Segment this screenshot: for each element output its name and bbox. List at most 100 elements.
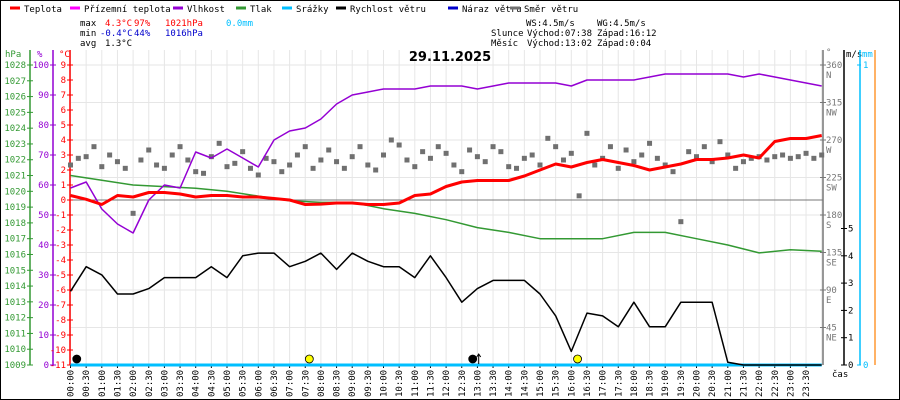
x-tick-label: 01:00 <box>98 370 108 397</box>
x-tick-label: 07:30 <box>301 370 311 397</box>
x-tick-label: 21:30 <box>739 370 749 397</box>
wind-direction-point <box>467 147 473 153</box>
x-tick-label: 23:30 <box>802 370 812 397</box>
wind-direction-point <box>263 155 269 161</box>
wind-direction-point <box>302 144 308 150</box>
temperature-tick-label: 9 <box>61 61 66 71</box>
direction-compass-label: SW <box>826 184 837 194</box>
pressure-tick-label: 1026 <box>4 93 26 103</box>
temperature-tick-label: -8 <box>55 316 66 326</box>
moon-set-marker <box>72 354 82 364</box>
wind-direction-point <box>75 155 81 161</box>
wind-direction-point <box>631 159 637 165</box>
wind-direction-point <box>670 169 676 175</box>
wind-direction-point <box>607 144 613 150</box>
x-tick-label: 10:30 <box>395 370 405 397</box>
wind-direction-point <box>279 169 285 175</box>
direction-compass-label: W <box>826 146 832 156</box>
teplota-line <box>70 134 822 206</box>
wind-direction-point <box>373 167 379 173</box>
wind-direction-point <box>240 149 246 155</box>
max-humidity: 97% <box>134 19 151 29</box>
wind-direction-point <box>576 193 582 199</box>
wind-direction-point <box>725 152 731 158</box>
x-tick-label: 17:30 <box>614 370 624 397</box>
wind-direction-point <box>560 157 566 163</box>
direction-tick-label: 135 <box>826 249 842 259</box>
temperature-tick-label: 8 <box>61 76 66 86</box>
wind-direction-point <box>459 169 465 175</box>
wind-direction-point <box>435 144 441 150</box>
direction-tick-label: 225 <box>826 174 842 184</box>
wind-direction-point <box>68 162 73 168</box>
legend-label: Teplota <box>24 5 62 15</box>
x-tick-label: 22:00 <box>755 370 765 397</box>
sun-rise-marker <box>304 354 314 364</box>
pressure-tick-label: 1019 <box>4 203 26 213</box>
humidity-tick-label: 0 <box>44 361 49 371</box>
x-tick-label: 13:00 <box>473 370 483 397</box>
temperature-tick-label: 6 <box>61 106 66 116</box>
temperature-tick-label: 7 <box>61 91 66 101</box>
temperature-tick-label: 4 <box>61 136 66 146</box>
wind-direction-point <box>615 165 621 171</box>
sunset: Západ:16:12 <box>597 29 657 39</box>
min-humidity: 44% <box>134 29 151 39</box>
legend-label: Vlhkost <box>187 5 225 15</box>
moonrise-arrow-icon <box>476 353 482 358</box>
pressure-tick-label: 1009 <box>4 361 26 371</box>
wind-direction-point <box>537 162 543 168</box>
humidity-tick-label: 80 <box>38 121 49 131</box>
wind-tick-label: 0 <box>848 361 853 371</box>
pressure-tick-label: 1010 <box>4 345 26 355</box>
x-tick-label: 00:00 <box>67 370 77 397</box>
legend-label: Přízemní teplota <box>84 5 171 15</box>
pressure-tick-label: 1025 <box>4 108 26 118</box>
pressure-tick-label: 1028 <box>4 61 26 71</box>
x-axis-label: čas <box>832 369 848 380</box>
wind-direction-point <box>740 159 746 165</box>
wind-direction-point <box>326 147 332 153</box>
wind-unit: m/s <box>846 50 862 60</box>
pressure-tick-label: 1021 <box>4 172 26 182</box>
wind-direction-point <box>271 159 277 165</box>
pressure-tick-label: 1020 <box>4 187 26 197</box>
direction-tick-label: 180 <box>826 211 842 221</box>
moon-rise-marker <box>468 354 478 364</box>
wind-tick-label: 5 <box>848 225 853 235</box>
legend-label: Náraz větru <box>462 5 522 15</box>
pressure-tick-label: 1017 <box>4 235 26 245</box>
x-tick-label: 00:30 <box>82 370 92 397</box>
temperature-tick-label: 0 <box>61 196 66 206</box>
wind-direction-point <box>694 154 699 160</box>
sun-label: Slunce <box>491 29 524 39</box>
x-tick-label: 09:30 <box>364 370 374 397</box>
wind-tick-label: 1 <box>848 334 853 344</box>
wind-direction-point <box>381 152 386 158</box>
x-tick-label: 02:00 <box>129 370 139 397</box>
x-tick-label: 05:30 <box>239 370 249 397</box>
wind-direction-point <box>161 165 167 171</box>
x-tick-label: 18:00 <box>630 370 640 397</box>
wind-direction-point <box>177 144 183 150</box>
temperature-tick-label: -3 <box>55 241 66 251</box>
direction-compass-label: N <box>826 71 831 81</box>
wind-direction-point <box>514 165 520 171</box>
x-tick-label: 10:00 <box>380 370 390 397</box>
wind-direction-point <box>553 144 559 150</box>
pressure-tick-label: 1023 <box>4 140 26 150</box>
pressure-tick-label: 1015 <box>4 266 26 276</box>
wind-direction-point <box>529 152 535 158</box>
min-temp: -0.4°C <box>100 29 133 39</box>
wind-direction-point <box>780 152 786 158</box>
direction-compass-label: E <box>826 296 831 306</box>
rychlost-větru-line <box>69 252 822 366</box>
wind-direction-point <box>803 150 809 156</box>
x-tick-label: 03:30 <box>176 370 186 397</box>
temperature-tick-label: -10 <box>50 346 66 356</box>
wind-direction-point <box>498 149 504 155</box>
sunrise: Východ:07:38 <box>527 29 592 39</box>
x-tick-label: 11:00 <box>411 370 421 397</box>
wind-direction-point <box>169 152 175 158</box>
